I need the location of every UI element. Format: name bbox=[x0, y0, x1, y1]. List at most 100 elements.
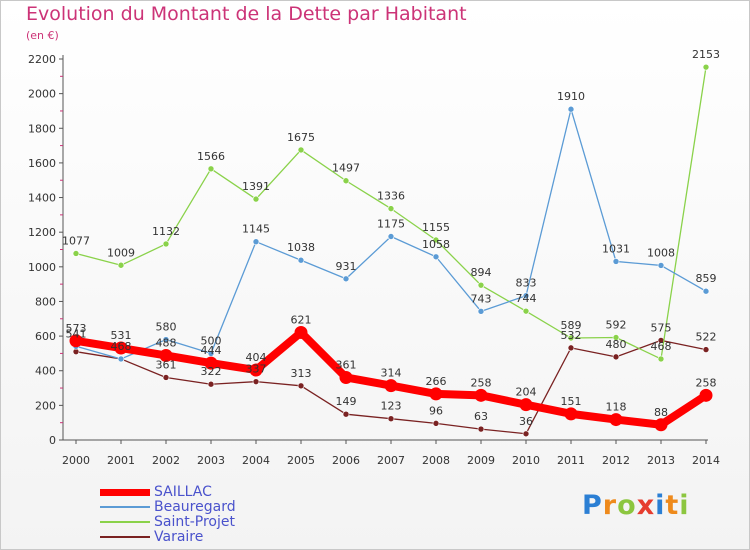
point-saint-projet-2013 bbox=[657, 355, 665, 363]
point-saint-projet-2006 bbox=[342, 177, 350, 185]
logo-letter: x bbox=[636, 490, 656, 521]
x-tick-label-2004: 2004 bbox=[242, 454, 270, 467]
y-tick-label-0: 0 bbox=[49, 434, 56, 447]
data-label-saillac-2001: 531 bbox=[111, 329, 132, 342]
data-label-beauregard-2003: 500 bbox=[201, 334, 222, 347]
legend-item-beauregard: Beauregard bbox=[100, 499, 236, 515]
point-saillac-2011 bbox=[564, 407, 578, 421]
point-saint-projet-2014 bbox=[702, 63, 710, 71]
data-label-saint-projet-2013: 468 bbox=[651, 340, 672, 353]
data-label-saint-projet-2005: 1675 bbox=[287, 131, 315, 144]
y-tick-label-600: 600 bbox=[35, 330, 56, 343]
data-label-saillac-2010: 204 bbox=[516, 386, 537, 399]
point-saillac-2007 bbox=[384, 379, 398, 393]
point-varaire-2012 bbox=[612, 353, 620, 361]
logo-letter: r bbox=[602, 490, 618, 521]
data-label-saillac-2012: 118 bbox=[606, 401, 627, 414]
point-saillac-2014 bbox=[699, 388, 713, 402]
point-saillac-2001 bbox=[114, 341, 128, 355]
data-label-saint-projet-2001: 1009 bbox=[107, 246, 135, 259]
data-label-saillac-2009: 258 bbox=[471, 376, 492, 389]
data-label-varaire-2008: 96 bbox=[429, 404, 443, 417]
data-label-beauregard-2014: 859 bbox=[696, 272, 717, 285]
point-beauregard-2003 bbox=[207, 350, 215, 357]
legend-swatch-beauregard bbox=[100, 506, 150, 508]
y-tick-label-1000: 1000 bbox=[28, 261, 56, 274]
y-tick-label-1800: 1800 bbox=[28, 122, 56, 135]
x-tick-label-2009: 2009 bbox=[467, 454, 495, 467]
x-tick-label-2012: 2012 bbox=[602, 454, 630, 467]
point-saillac-2000 bbox=[69, 334, 83, 348]
data-label-saint-projet-2008: 1155 bbox=[422, 221, 450, 234]
y-tick-label-1600: 1600 bbox=[28, 157, 56, 170]
point-beauregard-2002 bbox=[162, 336, 170, 343]
data-label-beauregard-2012: 1031 bbox=[602, 242, 630, 255]
series-line-saint-projet bbox=[75, 66, 707, 360]
legend-label-beauregard: Beauregard bbox=[154, 499, 236, 515]
x-tick-label-2008: 2008 bbox=[422, 454, 450, 467]
data-label-saillac-2013: 88 bbox=[654, 406, 668, 419]
point-saint-projet-2004 bbox=[252, 195, 260, 203]
data-label-saint-projet-2007: 1336 bbox=[377, 190, 405, 203]
y-tick-label-800: 800 bbox=[35, 295, 56, 308]
point-beauregard-2013 bbox=[657, 262, 665, 269]
data-label-beauregard-2007: 1175 bbox=[377, 218, 405, 231]
x-tick-label-2007: 2007 bbox=[377, 454, 405, 467]
legend-swatch-saint-projet bbox=[100, 521, 150, 523]
data-label-beauregard-2000: 541 bbox=[66, 327, 87, 340]
data-label-varaire-2006: 149 bbox=[336, 395, 357, 408]
point-saillac-2013 bbox=[654, 418, 668, 432]
x-tick-label-2000: 2000 bbox=[62, 454, 90, 467]
point-saint-projet-2002 bbox=[162, 240, 170, 248]
y-tick-label-2000: 2000 bbox=[28, 88, 56, 101]
data-label-saillac-2004: 404 bbox=[246, 351, 267, 364]
data-label-varaire-2001: 468 bbox=[111, 340, 132, 353]
point-varaire-2009 bbox=[477, 425, 485, 433]
legend-swatch-saillac bbox=[100, 488, 150, 496]
y-tick-label-400: 400 bbox=[35, 365, 56, 378]
legend-item-varaire: Varaire bbox=[100, 529, 203, 545]
point-saint-projet-2011 bbox=[567, 334, 575, 342]
x-tick-label-2002: 2002 bbox=[152, 454, 180, 467]
data-label-saillac-2003: 444 bbox=[201, 344, 222, 357]
data-label-beauregard-2006: 931 bbox=[336, 260, 357, 273]
chart-title: Evolution du Montant de la Dette par Hab… bbox=[26, 3, 467, 25]
data-label-varaire-2005: 313 bbox=[291, 367, 312, 380]
data-label-varaire-2009: 63 bbox=[474, 410, 488, 423]
point-saint-projet-2000 bbox=[72, 250, 80, 257]
data-label-saillac-2014: 258 bbox=[696, 376, 717, 389]
point-saillac-2012 bbox=[609, 413, 623, 427]
point-varaire-2005 bbox=[297, 382, 305, 390]
point-varaire-2002 bbox=[162, 374, 170, 381]
point-beauregard-2005 bbox=[297, 256, 305, 264]
data-label-beauregard-2005: 1038 bbox=[287, 241, 315, 254]
legend-swatch-varaire bbox=[100, 536, 150, 538]
point-varaire-2003 bbox=[207, 380, 215, 388]
legend-item-saillac: SAILLAC bbox=[100, 484, 212, 500]
point-beauregard-2009 bbox=[477, 308, 485, 315]
data-label-beauregard-2009: 743 bbox=[471, 292, 492, 305]
data-label-varaire-2013: 575 bbox=[651, 321, 672, 334]
point-varaire-2011 bbox=[567, 344, 575, 352]
logo-letter: i bbox=[655, 490, 666, 521]
data-label-saillac-2000: 573 bbox=[66, 322, 87, 335]
data-label-beauregard-2008: 1058 bbox=[422, 238, 450, 251]
x-tick-label-2010: 2010 bbox=[512, 454, 540, 467]
data-label-saint-projet-2010: 744 bbox=[516, 292, 537, 305]
x-tick-label-2014: 2014 bbox=[692, 454, 720, 467]
point-beauregard-2012 bbox=[612, 258, 620, 265]
x-tick-label-2001: 2001 bbox=[107, 454, 135, 467]
y-tick-label-200: 200 bbox=[35, 399, 56, 412]
point-saint-projet-2005 bbox=[297, 146, 305, 154]
data-label-saillac-2002: 488 bbox=[156, 336, 177, 349]
point-varaire-2014 bbox=[702, 346, 710, 353]
data-label-saint-projet-2011: 589 bbox=[561, 319, 582, 332]
data-label-varaire-2012: 480 bbox=[606, 338, 627, 351]
point-saillac-2004 bbox=[249, 363, 263, 377]
data-label-varaire-2010: 36 bbox=[519, 415, 533, 428]
point-saillac-2003 bbox=[204, 356, 218, 370]
data-label-varaire-2002: 361 bbox=[156, 358, 177, 371]
point-varaire-2007 bbox=[387, 415, 395, 422]
point-saint-projet-2012 bbox=[612, 334, 620, 341]
data-label-varaire-2011: 532 bbox=[561, 329, 582, 342]
